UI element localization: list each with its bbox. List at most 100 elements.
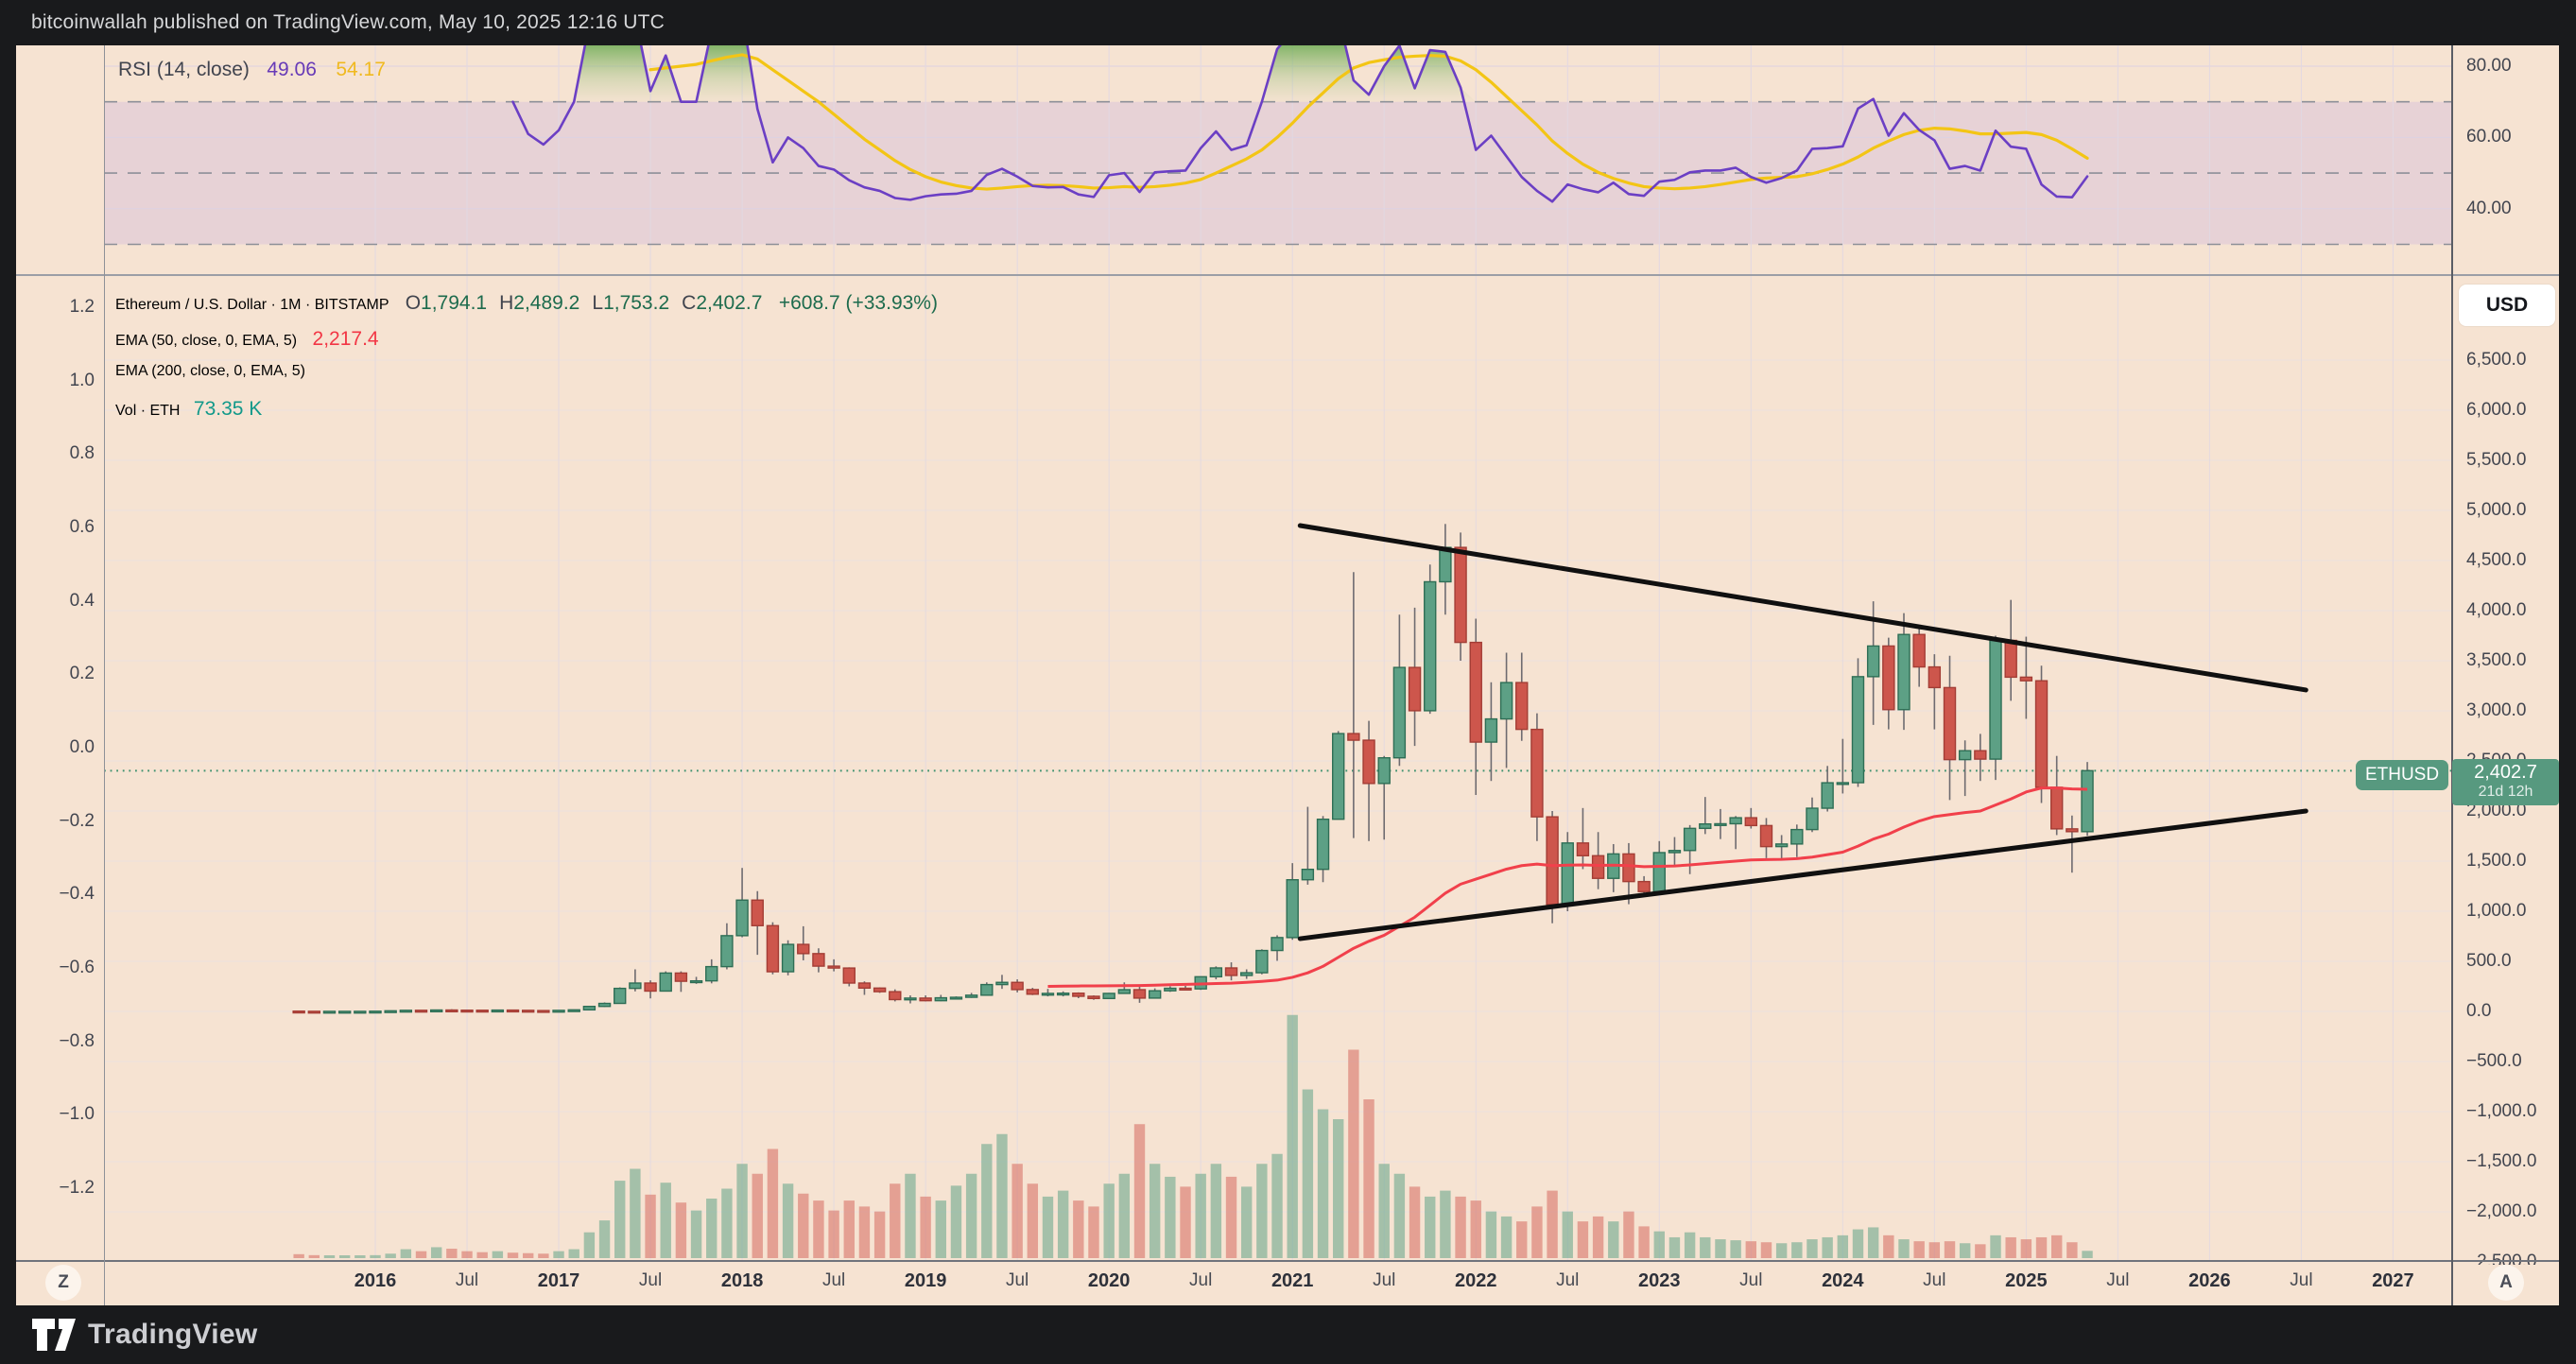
left-scale-border (104, 45, 105, 1305)
time-axis-month-label: Jul (821, 1270, 846, 1290)
last-price-badge: 2,402.7 21d 12h (2452, 759, 2559, 805)
price-axis-label: 4,500.0 (2466, 550, 2527, 570)
rsi-value: 49.06 (267, 59, 317, 80)
price-axis-label: −1,500.0 (2466, 1151, 2537, 1171)
time-axis-year-label: 2017 (537, 1270, 580, 1291)
time-axis-month-label: Jul (1373, 1270, 1396, 1290)
time-axis-month-label: Jul (1739, 1270, 1763, 1290)
rsi-axis-label: 60.00 (2466, 127, 2512, 147)
left-axis-label: −0.6 (59, 958, 95, 977)
price-axis-label: 6,000.0 (2466, 400, 2527, 420)
time-axis-year-label: 2024 (1822, 1270, 1864, 1291)
left-axis-label: 0.6 (69, 516, 95, 537)
time-axis-month-label: Jul (455, 1270, 479, 1290)
auto-scale-button[interactable]: A (2488, 1265, 2524, 1301)
price-axis-label: 5,000.0 (2466, 500, 2527, 520)
ema50-legend-row[interactable]: EMA (50, close, 0, EMA, 5) 2,217.4 (115, 328, 379, 351)
ohlc-value: 2,489.2 (513, 292, 580, 314)
left-axis-label: 0.8 (69, 443, 95, 464)
price-axis-labels[interactable]: 6,500.0 6,000.0 5,500.0 5,000.0 4,500.0 4,000… (0, 0, 2576, 1265)
time-axis-month-label: Jul (1189, 1270, 1213, 1290)
tradingview-brand[interactable]: TradingView (31, 1318, 257, 1352)
left-axis-label: −0.4 (59, 884, 95, 905)
ohlc-letter: O (405, 292, 422, 314)
price-axis-label: 6,500.0 (2466, 350, 2527, 370)
price-axis-label: −1,000.0 (2466, 1101, 2537, 1121)
price-axis-label: 5,500.0 (2466, 450, 2527, 470)
pane-separator[interactable] (16, 274, 2559, 276)
price-axis-label: 3,500.0 (2466, 650, 2527, 670)
last-price: 2,402.7 (2474, 762, 2537, 783)
rsi-ma-value: 54.17 (336, 59, 386, 80)
time-axis-month-label: Jul (1923, 1270, 1946, 1290)
ema50-title: EMA (50, close, 0, EMA, 5) (115, 333, 298, 349)
rsi-axis-label: 40.00 (2466, 198, 2512, 218)
left-axis-label: 0.2 (69, 664, 95, 684)
left-axis-label: 0.0 (69, 737, 95, 757)
left-axis-label: −1.2 (59, 1178, 95, 1199)
time-axis-year-label: 2023 (1638, 1270, 1681, 1291)
time-axis-month-label: Jul (1005, 1270, 1029, 1290)
ema50-value: 2,217.4 (312, 328, 379, 350)
time-axis-year-label: 2025 (2005, 1270, 2048, 1291)
price-axis-label: 4,000.0 (2466, 600, 2527, 620)
left-axis-label: 1.2 (69, 296, 95, 317)
ohlc-value: 1,753.2 (603, 292, 670, 314)
time-axis-year-label: 2020 (1087, 1270, 1131, 1291)
timezone-button[interactable]: Z (45, 1265, 81, 1301)
symbol-legend-row[interactable]: Ethereum / U.S. Dollar · 1M · BITSTAMP O… (115, 292, 938, 315)
ohlc-letter: C (682, 292, 697, 314)
time-axis-month-label: Jul (1556, 1270, 1580, 1290)
time-axis-year-label: 2019 (904, 1270, 947, 1291)
brand-name: TradingView (88, 1319, 258, 1350)
ema200-title: EMA (200, close, 0, EMA, 5) (115, 363, 305, 379)
time-axis-year-label: 2021 (1271, 1270, 1314, 1291)
change-value: +608.7 (+33.93%) (778, 292, 938, 314)
publish-info-text: bitcoinwallah published on TradingView.c… (31, 11, 666, 33)
time-axis-year-label: 2022 (1454, 1270, 1497, 1291)
rsi-legend[interactable]: RSI (14, close) 49.06 54.17 (118, 59, 386, 81)
price-axis-label: −2,500.0 (2466, 1252, 2537, 1265)
volume-value: 73.35 K (193, 398, 263, 420)
time-axis-border (16, 1260, 2559, 1262)
time-axis-year-label: 2016 (354, 1270, 397, 1291)
volume-title: Vol · ETH (115, 403, 181, 419)
ohlc-letter: H (499, 292, 514, 314)
left-axis-label: 0.4 (69, 590, 95, 611)
left-axis-label: −1.0 (59, 1104, 95, 1125)
price-axis-label: 2,000.0 (2466, 801, 2527, 820)
time-axis-month-label: Jul (2106, 1270, 2130, 1290)
ohlc-value: 1,794.1 (421, 292, 488, 314)
ema200-legend-row[interactable]: EMA (200, close, 0, EMA, 5) (115, 363, 305, 380)
price-axis-label: 1,000.0 (2466, 901, 2527, 921)
volume-legend-row[interactable]: Vol · ETH 73.35 K (115, 398, 262, 421)
left-axis-label: −0.8 (59, 1030, 95, 1051)
currency-button[interactable]: USD (2459, 285, 2555, 326)
price-axis-label: 0.0 (2466, 1001, 2492, 1021)
left-axis-label: −0.2 (59, 810, 95, 831)
price-axis-label: −2,000.0 (2466, 1201, 2537, 1221)
price-axis-label: 1,500.0 (2466, 851, 2527, 871)
symbol-price-flag: ETHUSD (2356, 760, 2448, 790)
ohlc-letter: L (592, 292, 604, 314)
symbol-title: Ethereum / U.S. Dollar · 1M · BITSTAMP (115, 297, 389, 313)
price-axis-label: 500.0 (2466, 951, 2512, 971)
rsi-axis-label: 80.00 (2466, 56, 2512, 76)
time-axis-month-label: Jul (638, 1270, 663, 1290)
time-axis-month-label: Jul (2290, 1270, 2313, 1290)
time-axis-year-label: 2018 (720, 1270, 764, 1291)
time-axis-year-label: 2026 (2188, 1270, 2231, 1291)
left-axis-label: 1.0 (69, 370, 95, 390)
rsi-legend-title: RSI (14, close) (118, 59, 250, 80)
ohlc-values: O1,794.1 H2,489.2 L1,753.2 C2,402.7 (393, 292, 763, 314)
footer-bar: TradingView (0, 1305, 2576, 1364)
price-axis-label: −500.0 (2466, 1051, 2522, 1071)
bar-countdown: 21d 12h (2478, 784, 2533, 800)
price-scale-border (2451, 45, 2453, 1305)
publish-info-bar: bitcoinwallah published on TradingView.c… (0, 0, 2576, 45)
ohlc-value: 2,402.7 (696, 292, 763, 314)
time-axis-year-label: 2027 (2372, 1270, 2414, 1291)
price-axis-label: 3,000.0 (2466, 700, 2527, 720)
